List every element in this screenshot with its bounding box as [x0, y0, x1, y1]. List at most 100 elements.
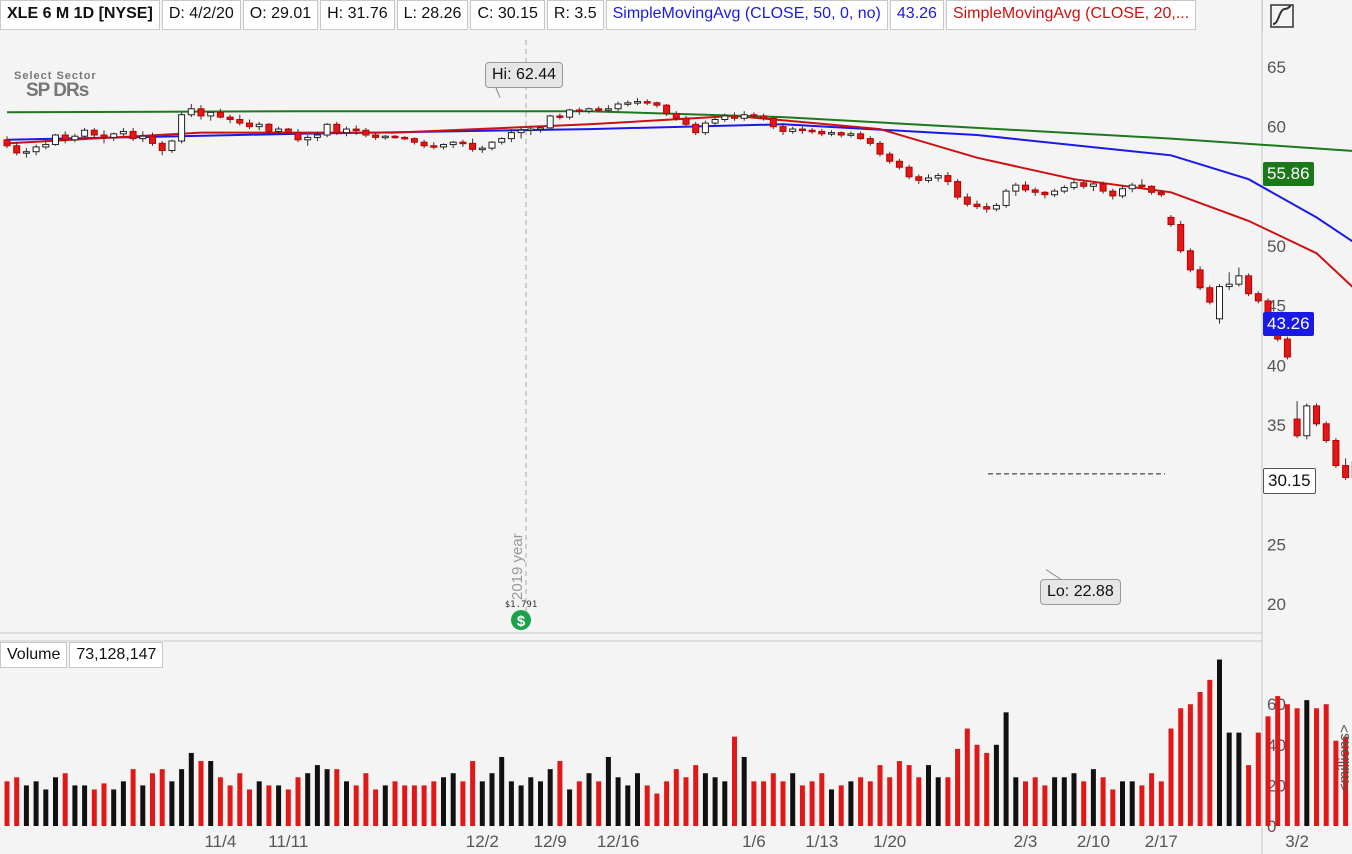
x-tick-label: 3/2	[1285, 832, 1309, 851]
volume-bar	[460, 781, 466, 826]
price-tick-label: 65	[1267, 58, 1286, 77]
volume-bar	[43, 789, 49, 826]
candle-body	[837, 132, 845, 136]
x-axis: 11/4 11/11 12/2 12/9 12/16 1/6 1/13 1/20 2/3 2/10…	[204, 832, 1309, 851]
candle-body	[653, 102, 661, 106]
candle-body	[255, 123, 263, 128]
candle-body	[1022, 184, 1029, 191]
volume-bar	[324, 769, 330, 826]
volume-bar	[373, 789, 379, 826]
candle-body	[1031, 189, 1039, 193]
candle-body	[226, 116, 234, 121]
volume-bar	[276, 785, 282, 826]
candle-body	[284, 128, 292, 134]
candle-body	[430, 145, 438, 148]
volume-bar	[1284, 704, 1290, 826]
candle-body	[760, 115, 768, 119]
candle-body	[925, 177, 932, 181]
moving-average-line	[6, 110, 1352, 152]
volume-bar	[1081, 781, 1087, 826]
candle-body	[1303, 405, 1311, 437]
candle-body	[1012, 184, 1020, 192]
candle-body	[614, 103, 622, 110]
volume-bar	[1226, 732, 1232, 826]
volume-bar	[14, 777, 20, 826]
volume-bar	[208, 761, 214, 826]
candle-body	[391, 135, 399, 139]
volume-bar	[188, 752, 194, 826]
volume-bar	[1246, 765, 1252, 826]
candle-body	[333, 123, 341, 134]
volume-bar	[780, 781, 786, 826]
volume-bar	[741, 756, 747, 826]
candle-body	[362, 129, 370, 136]
candle-body	[168, 140, 176, 152]
volume-bar	[344, 781, 349, 826]
candle-body	[944, 175, 952, 183]
candle-body	[895, 160, 903, 168]
volume-bar	[489, 773, 495, 826]
candle-body	[604, 108, 612, 111]
sma20-label[interactable]: SimpleMovingAvg (CLOSE, 20,...	[945, 0, 1197, 30]
range-readout: R: 3.5	[546, 0, 604, 30]
candle-body	[973, 203, 981, 208]
candle-body	[32, 146, 40, 153]
volume-bar	[23, 785, 29, 826]
symbol-label[interactable]: XLE 6 M 1D [NYSE]	[0, 0, 160, 30]
volume-bar	[654, 793, 660, 826]
volume-bar	[392, 781, 398, 826]
volume-bar	[1158, 781, 1164, 826]
volume-bar	[111, 789, 117, 826]
volume-bar	[450, 773, 456, 826]
candle-body	[410, 138, 418, 143]
volume-bar	[945, 777, 951, 826]
dividend-marker[interactable]: $ $1.791	[505, 600, 538, 630]
candle-body	[100, 134, 108, 138]
volume-bar	[62, 773, 68, 826]
x-tick-label: 11/4	[204, 832, 236, 851]
candle-body	[546, 115, 554, 129]
volume-bar	[732, 736, 737, 826]
volume-bar	[809, 781, 815, 826]
candle-body	[672, 113, 680, 119]
volume-bar	[1333, 740, 1339, 826]
candle-body	[711, 119, 719, 124]
volume-bar	[227, 785, 233, 826]
x-tick-label: 2/3	[1014, 832, 1038, 851]
x-tick-label: 12/2	[466, 832, 499, 851]
volume-bar	[1207, 679, 1213, 826]
candle-body	[886, 153, 894, 162]
sma50-label[interactable]: SimpleMovingAvg (CLOSE, 50, 0, no)	[605, 0, 888, 30]
volume-bar	[1149, 773, 1155, 826]
volume-bar	[247, 789, 252, 826]
chart-line-icon	[1270, 4, 1294, 28]
candle-body	[566, 109, 574, 118]
candle-body	[857, 133, 865, 140]
sma50-value: 43.26	[889, 0, 944, 30]
candle-body	[663, 104, 671, 115]
price-tick-label: 60	[1267, 118, 1286, 137]
x-tick-label: 1/6	[742, 832, 766, 851]
candle-body	[1099, 183, 1107, 192]
volume-label[interactable]: Volume	[0, 642, 68, 668]
studies-button[interactable]	[1262, 0, 1307, 32]
candle-body	[1148, 185, 1156, 193]
year-label: 2019 year	[509, 533, 526, 600]
candle-body	[216, 111, 224, 118]
candle-body	[721, 115, 729, 121]
candle-body	[119, 130, 127, 135]
candle-body	[798, 128, 806, 132]
candle-body	[643, 101, 651, 104]
volume-bar	[557, 761, 563, 826]
volume-bar	[702, 773, 708, 826]
dollar-circle-icon[interactable]	[511, 610, 531, 630]
candle-body	[537, 127, 544, 130]
candle-body	[1196, 269, 1204, 289]
volume-bar	[1343, 736, 1349, 826]
candle-body	[323, 123, 331, 136]
volume-bar	[120, 781, 126, 826]
volume-bar	[751, 781, 757, 826]
volume-bar	[1100, 777, 1106, 826]
volume-bar	[1032, 777, 1038, 826]
